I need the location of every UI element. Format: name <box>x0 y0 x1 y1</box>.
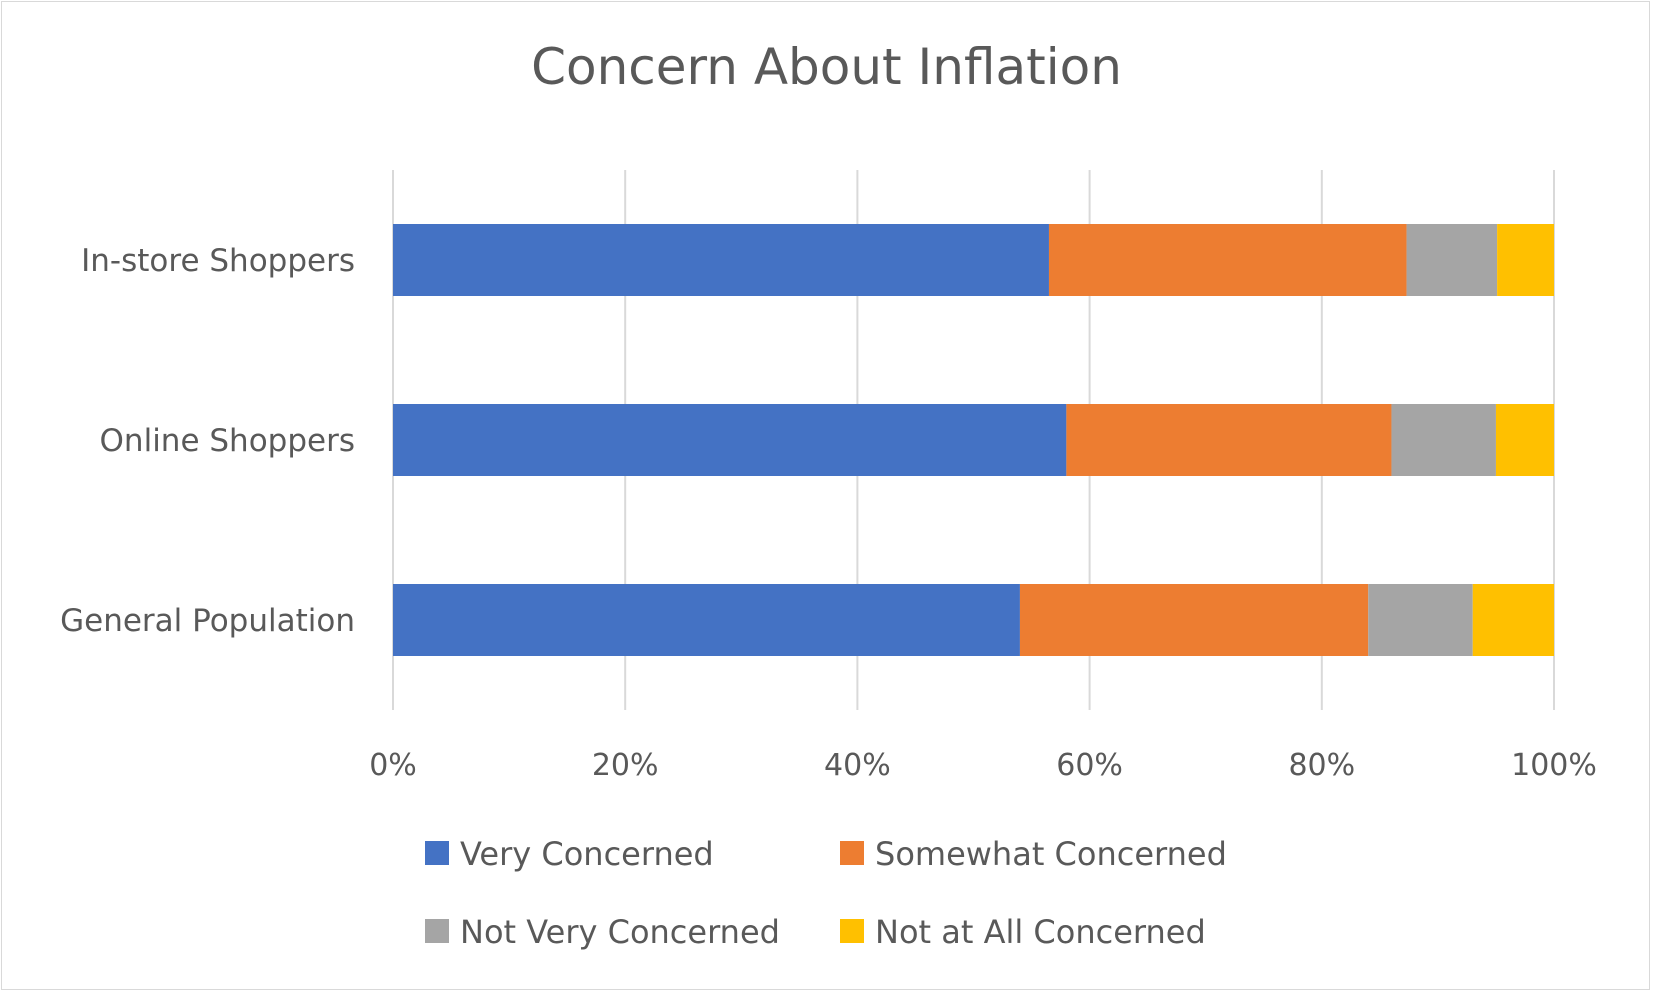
x-tick-label: 80% <box>1288 748 1355 783</box>
x-tick-label: 0% <box>369 748 417 783</box>
bar-segment <box>1391 404 1496 476</box>
bars <box>393 224 1554 656</box>
x-tick-label: 20% <box>592 748 659 783</box>
legend-swatch <box>425 919 449 943</box>
category-label: Online Shoppers <box>100 423 355 459</box>
category-label: General Population <box>60 603 355 639</box>
bar-segment <box>1497 224 1554 296</box>
bar-segment <box>1495 404 1554 476</box>
legend-label: Very Concerned <box>460 835 714 873</box>
category-labels: In-store Shoppers Online Shoppers General … <box>60 243 355 639</box>
bar-segment <box>1368 584 1473 656</box>
legend-swatch <box>840 919 864 943</box>
x-axis-tick-labels: 0% 20% 40% 60% 80% 100% <box>369 748 1597 783</box>
x-tick-label: 40% <box>824 748 891 783</box>
bar-segment <box>1066 404 1392 476</box>
chart-title: Concern About Inflation <box>531 38 1122 96</box>
x-tick-label: 60% <box>1056 748 1123 783</box>
legend-label: Not Very Concerned <box>460 913 780 951</box>
legend-swatch <box>425 841 449 865</box>
bar-segment <box>393 584 1020 656</box>
legend-label: Somewhat Concerned <box>875 835 1227 873</box>
bar-segment <box>1406 224 1498 296</box>
category-label: In-store Shoppers <box>81 243 355 279</box>
x-tick-label: 100% <box>1511 748 1597 783</box>
legend-swatch <box>840 841 864 865</box>
bar-segment <box>1472 584 1554 656</box>
bar-segment <box>1019 584 1369 656</box>
legend: Very Concerned Somewhat Concerned Not Very… <box>425 835 1227 951</box>
bar-segment <box>393 224 1049 296</box>
bar-segment <box>1048 224 1407 296</box>
legend-label: Not at All Concerned <box>875 913 1206 951</box>
bar-segment <box>393 404 1067 476</box>
